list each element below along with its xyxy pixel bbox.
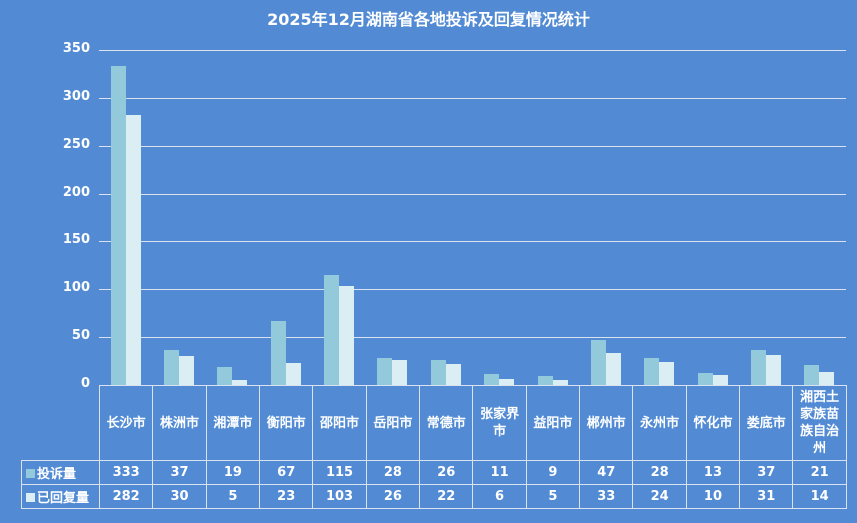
bar-complaints[interactable] bbox=[110, 66, 126, 385]
table-cell: 14 bbox=[792, 484, 847, 509]
table-cell: 10 bbox=[685, 484, 741, 509]
bar-replied[interactable] bbox=[499, 379, 515, 385]
y-tick-label: 350 bbox=[62, 41, 90, 56]
table-cell: 22 bbox=[419, 484, 474, 509]
y-tick-label: 200 bbox=[62, 185, 90, 200]
table-cell: 30 bbox=[152, 484, 207, 509]
bar-replied[interactable] bbox=[445, 363, 461, 385]
bar-complaints[interactable] bbox=[217, 366, 233, 385]
table-cell: 21 bbox=[792, 460, 847, 485]
table-cell: 103 bbox=[312, 484, 367, 509]
bar-complaints[interactable] bbox=[644, 358, 660, 385]
category-label: 怀化市 bbox=[685, 385, 741, 461]
bar-complaints[interactable] bbox=[430, 360, 446, 385]
bar-replied[interactable] bbox=[232, 380, 248, 385]
bar-replied[interactable] bbox=[765, 355, 781, 385]
table-cell: 13 bbox=[685, 460, 741, 485]
category-label: 益阳市 bbox=[525, 385, 581, 461]
category-label: 岳阳市 bbox=[365, 385, 421, 461]
table-cell: 26 bbox=[419, 460, 474, 485]
legend-item[interactable]: 已回复量 bbox=[21, 484, 100, 509]
table-cell: 6 bbox=[472, 484, 527, 509]
bar-replied[interactable] bbox=[819, 371, 835, 385]
table-cell: 282 bbox=[98, 484, 154, 509]
bar-replied[interactable] bbox=[392, 360, 408, 385]
data-table: 长沙市 株洲市 湘潭市 衡阳市 邵阳市 岳阳市 常德市 张家界市益阳市 郴州市 永州市 怀化市 娄底市… bbox=[21, 385, 847, 509]
bar-replied[interactable] bbox=[552, 380, 568, 385]
y-tick-label: 150 bbox=[62, 232, 90, 247]
gridline bbox=[99, 289, 846, 290]
category-label: 张家界市 bbox=[472, 385, 527, 461]
legend-swatch-icon bbox=[26, 469, 35, 478]
bar-complaints[interactable] bbox=[750, 349, 766, 385]
category-label: 湘潭市 bbox=[205, 385, 261, 461]
table-cell: 67 bbox=[259, 460, 314, 485]
bar-complaints[interactable] bbox=[804, 364, 820, 385]
table-cell: 115 bbox=[312, 460, 367, 485]
category-label: 邵阳市 bbox=[312, 385, 367, 461]
table-cell: 28 bbox=[632, 460, 687, 485]
category-label: 永州市 bbox=[632, 385, 687, 461]
gridline bbox=[99, 50, 846, 51]
y-tick-label: 0 bbox=[80, 376, 90, 391]
gridline bbox=[99, 241, 846, 242]
table-cell: 5 bbox=[525, 484, 581, 509]
table-cell: 11 bbox=[472, 460, 527, 485]
bar-replied[interactable] bbox=[179, 356, 195, 385]
legend-swatch-icon bbox=[26, 493, 35, 502]
bar-complaints[interactable] bbox=[377, 358, 393, 385]
table-cell: 28 bbox=[365, 460, 421, 485]
bar-replied[interactable] bbox=[605, 353, 621, 385]
y-tick-label: 50 bbox=[71, 328, 90, 343]
legend-item[interactable]: 投诉量 bbox=[21, 460, 100, 485]
bar-complaints[interactable] bbox=[164, 349, 180, 385]
bar-complaints[interactable] bbox=[324, 274, 340, 385]
table-corner bbox=[21, 385, 100, 461]
table-cell: 33 bbox=[579, 484, 634, 509]
table-cell: 37 bbox=[739, 460, 794, 485]
gridline bbox=[99, 98, 846, 99]
table-cell: 31 bbox=[739, 484, 794, 509]
table-cell: 47 bbox=[579, 460, 634, 485]
table-cell: 24 bbox=[632, 484, 687, 509]
bar-replied[interactable] bbox=[285, 362, 301, 385]
bar-complaints[interactable] bbox=[697, 372, 713, 385]
category-label: 长沙市 bbox=[98, 385, 154, 461]
bar-replied[interactable] bbox=[125, 115, 141, 385]
bar-replied[interactable] bbox=[712, 375, 728, 385]
table-cell: 37 bbox=[152, 460, 207, 485]
table-cell: 333 bbox=[98, 460, 154, 485]
table-cell: 9 bbox=[525, 460, 581, 485]
table-cell: 23 bbox=[259, 484, 314, 509]
y-tick-label: 250 bbox=[62, 137, 90, 152]
gridline bbox=[99, 194, 846, 195]
y-tick-label: 300 bbox=[62, 89, 90, 104]
bar-complaints[interactable] bbox=[590, 340, 606, 385]
gridline bbox=[99, 146, 846, 147]
category-label: 常德市 bbox=[419, 385, 474, 461]
gridline bbox=[99, 337, 846, 338]
bar-complaints[interactable] bbox=[484, 374, 500, 385]
bar-complaints[interactable] bbox=[537, 376, 553, 385]
category-label: 株洲市 bbox=[152, 385, 207, 461]
bar-replied[interactable] bbox=[339, 286, 355, 385]
y-tick-label: 100 bbox=[62, 280, 90, 295]
category-label: 衡阳市 bbox=[259, 385, 314, 461]
chart-title: 2025年12月湖南省各地投诉及回复情况统计 bbox=[267, 10, 590, 29]
table-cell: 19 bbox=[205, 460, 261, 485]
table-cell: 26 bbox=[365, 484, 421, 509]
category-label: 娄底市 bbox=[739, 385, 794, 461]
category-label: 郴州市 bbox=[579, 385, 634, 461]
bar-complaints[interactable] bbox=[270, 320, 286, 385]
table-cell: 5 bbox=[205, 484, 261, 509]
bar-replied[interactable] bbox=[659, 362, 675, 385]
category-label: 湘西土 家族苗 族自治州 bbox=[792, 385, 847, 461]
